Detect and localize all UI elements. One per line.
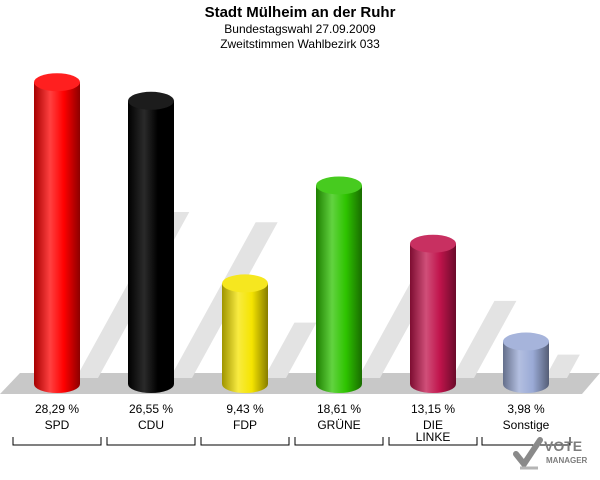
bar-grüne xyxy=(316,185,362,393)
category-bracket xyxy=(12,437,102,446)
logo-text-manager: MANAGER xyxy=(546,456,588,465)
value-label: 13,15 % xyxy=(411,402,455,416)
chart-titles: Stadt Mülheim an der Ruhr Bundestagswahl… xyxy=(0,4,600,52)
value-label: 9,43 % xyxy=(226,402,264,416)
category-label: SPD xyxy=(45,418,70,432)
category-bracket xyxy=(106,437,196,446)
category-label: LINKE xyxy=(416,430,451,444)
bar-cap xyxy=(410,234,456,253)
bar-sonstige xyxy=(503,341,549,393)
category-label: CDU xyxy=(138,418,164,432)
bars xyxy=(34,73,549,394)
bar-cap xyxy=(34,73,80,92)
bar-shadow xyxy=(264,322,317,378)
category-bracket xyxy=(294,437,384,446)
value-label: 28,29 % xyxy=(35,402,79,416)
vote-manager-logo: VOTE MANAGER xyxy=(512,434,594,474)
bar-cap xyxy=(222,274,268,293)
chart-title: Stadt Mülheim an der Ruhr xyxy=(204,4,396,21)
logo-text-vote: VOTE xyxy=(544,438,583,454)
bar-fdp xyxy=(222,283,268,393)
category-bracket xyxy=(481,437,571,446)
bar-shadow xyxy=(545,354,580,378)
value-label: 26,55 % xyxy=(129,402,173,416)
bar-cap xyxy=(503,332,549,351)
category-label: DIE xyxy=(423,418,443,432)
category-label: FDP xyxy=(233,418,257,432)
bar-cap xyxy=(316,176,362,195)
category-bracket xyxy=(388,437,478,446)
bar-spd xyxy=(34,82,80,394)
value-label: 18,61 % xyxy=(317,402,361,416)
bar-shadow xyxy=(452,300,517,378)
chart-subtitle-election: Bundestagswahl 27.09.2009 xyxy=(224,22,376,36)
bar-labels: 28,29 % SPD 26,55 % CDU 9,43 % FDP 18,61 % GRÜN… xyxy=(12,402,571,446)
value-label: 3,98 % xyxy=(507,402,545,416)
category-bracket xyxy=(200,437,290,446)
bar-die-linke xyxy=(410,243,456,393)
category-label: Sonstige xyxy=(503,418,550,432)
bar-cdu xyxy=(128,100,174,394)
category-label: GRÜNE xyxy=(317,418,360,432)
bar-cap xyxy=(128,91,174,110)
vote-check-icon xyxy=(513,437,543,470)
chart-subtitle-district: Zweitstimmen Wahlbezirk 033 xyxy=(220,37,380,51)
